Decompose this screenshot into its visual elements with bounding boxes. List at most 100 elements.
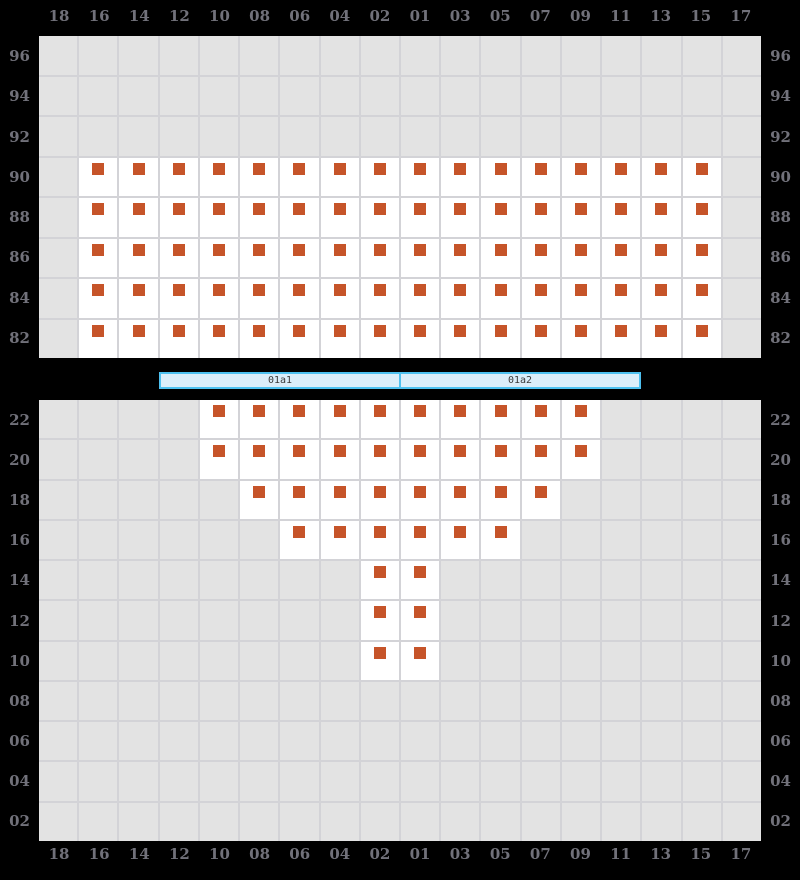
stack-cell-occupied[interactable] bbox=[682, 238, 721, 277]
stack-cell-occupied[interactable] bbox=[521, 198, 560, 237]
stack-cell-occupied[interactable] bbox=[642, 157, 681, 196]
stack-cell-occupied[interactable] bbox=[481, 480, 520, 519]
stack-cell-occupied[interactable] bbox=[441, 520, 480, 560]
stack-cell-occupied[interactable] bbox=[199, 440, 239, 479]
stack-cell-occupied[interactable] bbox=[119, 198, 158, 237]
stack-cell-occupied[interactable] bbox=[360, 400, 399, 439]
stack-cell-occupied[interactable] bbox=[159, 157, 198, 196]
stack-cell-occupied[interactable] bbox=[320, 238, 359, 277]
stack-cell-occupied[interactable] bbox=[441, 400, 480, 439]
stack-cell-occupied[interactable] bbox=[199, 319, 239, 358]
stack-cell-occupied[interactable] bbox=[240, 157, 279, 196]
stack-cell-occupied[interactable] bbox=[280, 400, 319, 439]
stack-cell-occupied[interactable] bbox=[400, 561, 440, 600]
stack-cell-occupied[interactable] bbox=[602, 157, 641, 196]
stack-cell-occupied[interactable] bbox=[481, 520, 520, 560]
stack-cell-occupied[interactable] bbox=[159, 238, 198, 277]
stack-cell-occupied[interactable] bbox=[400, 641, 440, 680]
stack-cell-occupied[interactable] bbox=[280, 157, 319, 196]
stack-cell-occupied[interactable] bbox=[79, 279, 118, 318]
stack-cell-occupied[interactable] bbox=[240, 198, 279, 237]
stack-cell-occupied[interactable] bbox=[400, 198, 440, 237]
stack-cell-occupied[interactable] bbox=[360, 198, 399, 237]
stack-cell-occupied[interactable] bbox=[320, 440, 359, 479]
stack-cell-occupied[interactable] bbox=[240, 238, 279, 277]
stack-cell-occupied[interactable] bbox=[400, 319, 440, 358]
stack-cell-occupied[interactable] bbox=[320, 198, 359, 237]
stack-cell-occupied[interactable] bbox=[441, 279, 480, 318]
stack-cell-occupied[interactable] bbox=[400, 238, 440, 277]
stack-cell-occupied[interactable] bbox=[320, 319, 359, 358]
stack-cell-occupied[interactable] bbox=[240, 279, 279, 318]
stack-cell-occupied[interactable] bbox=[320, 520, 359, 560]
stack-cell-occupied[interactable] bbox=[320, 480, 359, 519]
stack-cell-occupied[interactable] bbox=[360, 238, 399, 277]
stack-cell-occupied[interactable] bbox=[400, 601, 440, 640]
stack-cell-occupied[interactable] bbox=[481, 400, 520, 439]
stack-cell-occupied[interactable] bbox=[119, 279, 158, 318]
stack-cell-occupied[interactable] bbox=[521, 319, 560, 358]
stack-cell-occupied[interactable] bbox=[199, 198, 239, 237]
stack-cell-occupied[interactable] bbox=[280, 319, 319, 358]
stack-cell-occupied[interactable] bbox=[199, 238, 239, 277]
stack-cell-occupied[interactable] bbox=[682, 279, 721, 318]
stack-cell-occupied[interactable] bbox=[280, 440, 319, 479]
stack-cell-occupied[interactable] bbox=[199, 400, 239, 439]
stack-cell-occupied[interactable] bbox=[441, 319, 480, 358]
stack-cell-occupied[interactable] bbox=[441, 440, 480, 479]
stack-cell-occupied[interactable] bbox=[360, 319, 399, 358]
stack-cell-occupied[interactable] bbox=[682, 198, 721, 237]
stack-cell-occupied[interactable] bbox=[682, 319, 721, 358]
stack-cell-occupied[interactable] bbox=[521, 279, 560, 318]
stack-cell-occupied[interactable] bbox=[561, 400, 601, 439]
stack-cell-occupied[interactable] bbox=[240, 319, 279, 358]
stack-cell-occupied[interactable] bbox=[79, 198, 118, 237]
stack-cell-occupied[interactable] bbox=[199, 279, 239, 318]
stack-cell-occupied[interactable] bbox=[360, 279, 399, 318]
stack-cell-occupied[interactable] bbox=[199, 157, 239, 196]
stack-cell-occupied[interactable] bbox=[561, 157, 601, 196]
stack-cell-occupied[interactable] bbox=[642, 238, 681, 277]
stack-cell-occupied[interactable] bbox=[320, 279, 359, 318]
stack-cell-occupied[interactable] bbox=[481, 157, 520, 196]
hatch-cover-01a1[interactable]: 01a1 bbox=[159, 372, 401, 389]
stack-cell-occupied[interactable] bbox=[360, 520, 399, 560]
stack-cell-occupied[interactable] bbox=[441, 238, 480, 277]
stack-cell-occupied[interactable] bbox=[280, 198, 319, 237]
stack-cell-occupied[interactable] bbox=[602, 198, 641, 237]
stack-cell-occupied[interactable] bbox=[602, 279, 641, 318]
stack-cell-occupied[interactable] bbox=[521, 157, 560, 196]
stack-cell-occupied[interactable] bbox=[400, 440, 440, 479]
stack-cell-occupied[interactable] bbox=[119, 238, 158, 277]
stack-cell-occupied[interactable] bbox=[320, 157, 359, 196]
stack-cell-occupied[interactable] bbox=[642, 198, 681, 237]
stack-cell-occupied[interactable] bbox=[521, 400, 560, 439]
stack-cell-occupied[interactable] bbox=[642, 279, 681, 318]
stack-cell-occupied[interactable] bbox=[360, 480, 399, 519]
stack-cell-occupied[interactable] bbox=[360, 601, 399, 640]
stack-cell-occupied[interactable] bbox=[561, 279, 601, 318]
stack-cell-occupied[interactable] bbox=[280, 238, 319, 277]
stack-cell-occupied[interactable] bbox=[119, 157, 158, 196]
stack-cell-occupied[interactable] bbox=[481, 198, 520, 237]
stack-cell-occupied[interactable] bbox=[159, 319, 198, 358]
stack-cell-occupied[interactable] bbox=[521, 238, 560, 277]
stack-cell-occupied[interactable] bbox=[400, 480, 440, 519]
stack-cell-occupied[interactable] bbox=[360, 440, 399, 479]
stack-cell-occupied[interactable] bbox=[602, 319, 641, 358]
stack-cell-occupied[interactable] bbox=[79, 157, 118, 196]
stack-cell-occupied[interactable] bbox=[280, 279, 319, 318]
stack-cell-occupied[interactable] bbox=[159, 198, 198, 237]
stack-cell-occupied[interactable] bbox=[320, 400, 359, 439]
stack-cell-occupied[interactable] bbox=[119, 319, 158, 358]
stack-cell-occupied[interactable] bbox=[400, 157, 440, 196]
stack-cell-occupied[interactable] bbox=[360, 561, 399, 600]
stack-cell-occupied[interactable] bbox=[481, 238, 520, 277]
stack-cell-occupied[interactable] bbox=[602, 238, 641, 277]
stack-cell-occupied[interactable] bbox=[561, 319, 601, 358]
stack-cell-occupied[interactable] bbox=[280, 520, 319, 560]
stack-cell-occupied[interactable] bbox=[682, 157, 721, 196]
stack-cell-occupied[interactable] bbox=[441, 157, 480, 196]
stack-cell-occupied[interactable] bbox=[79, 319, 118, 358]
stack-cell-occupied[interactable] bbox=[400, 400, 440, 439]
